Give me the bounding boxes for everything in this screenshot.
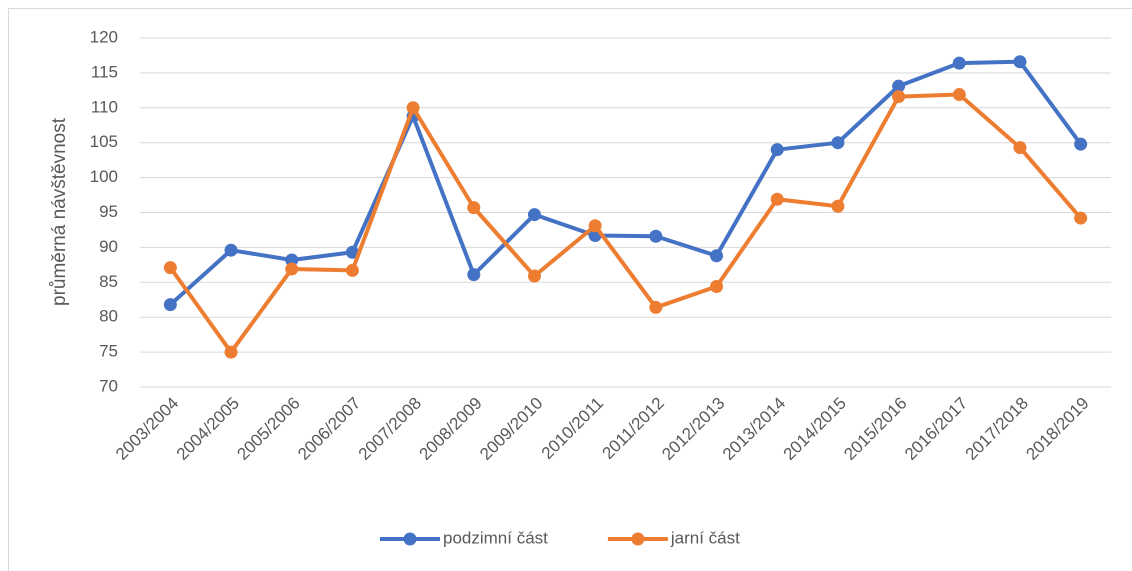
point [527, 269, 541, 283]
x-tick-label: 2005/2006 [233, 394, 303, 464]
y-tick-label: 100 [90, 167, 118, 186]
x-tick-label: 2017/2018 [962, 394, 1032, 464]
point [285, 262, 299, 276]
x-tick-label: 2014/2015 [780, 394, 850, 464]
point [406, 101, 420, 115]
point [224, 243, 238, 257]
y-tick-label: 70 [99, 376, 118, 395]
point [345, 245, 359, 259]
x-tick-label: 2006/2007 [294, 394, 364, 464]
y-tick-label: 105 [90, 132, 118, 151]
point [952, 88, 966, 102]
point [770, 143, 784, 157]
point [892, 90, 906, 104]
point [952, 56, 966, 70]
x-tick-label: 2003/2004 [112, 394, 182, 464]
x-tick-label: 2018/2019 [1022, 394, 1092, 464]
point [1074, 211, 1088, 225]
point [649, 300, 663, 314]
point [770, 192, 784, 206]
point [224, 345, 238, 359]
y-tick-label: 85 [99, 272, 118, 291]
x-tick-label: 2007/2008 [355, 394, 425, 464]
x-tick-label: 2012/2013 [658, 394, 728, 464]
point [831, 136, 845, 150]
point [467, 201, 481, 215]
y-tick-label: 110 [91, 97, 118, 116]
legend-label: jarní část [670, 528, 740, 547]
point [831, 199, 845, 213]
point [649, 229, 663, 243]
y-tick-label: 75 [99, 342, 118, 361]
y-axis-label: průměrná návštěvnost [49, 117, 70, 306]
y-tick-label: 95 [99, 202, 118, 221]
point [285, 253, 299, 267]
series-line [169, 59, 1083, 307]
legend-marker [403, 532, 417, 546]
x-tick-label: 2015/2016 [840, 394, 910, 464]
x-tick-label: 2010/2011 [538, 394, 607, 463]
x-tick-label: 2009/2010 [476, 394, 546, 464]
chart-frame [8, 8, 1132, 571]
point [1074, 137, 1088, 151]
x-tick-label: 2008/2009 [416, 394, 486, 464]
y-tick-label: 115 [91, 62, 118, 81]
x-tick-label: 2011/2012 [598, 394, 667, 463]
point [163, 298, 177, 312]
point [710, 279, 724, 293]
point [710, 249, 724, 263]
x-tick-label: 2004/2005 [173, 394, 243, 464]
x-tick-label: 2013/2014 [719, 394, 789, 464]
point [467, 268, 481, 282]
point [892, 79, 906, 93]
point [1013, 141, 1027, 155]
y-tick-label: 120 [90, 27, 118, 46]
legend-label: podzimní část [443, 528, 548, 547]
point [345, 263, 359, 277]
point [527, 208, 541, 222]
point [588, 219, 602, 233]
legend-marker [631, 532, 645, 546]
y-tick-label: 90 [99, 237, 118, 256]
y-tick-label: 80 [99, 307, 118, 326]
point [163, 261, 177, 275]
x-tick-label: 2016/2017 [901, 394, 971, 464]
series-line [168, 92, 1083, 355]
point [1013, 55, 1027, 69]
